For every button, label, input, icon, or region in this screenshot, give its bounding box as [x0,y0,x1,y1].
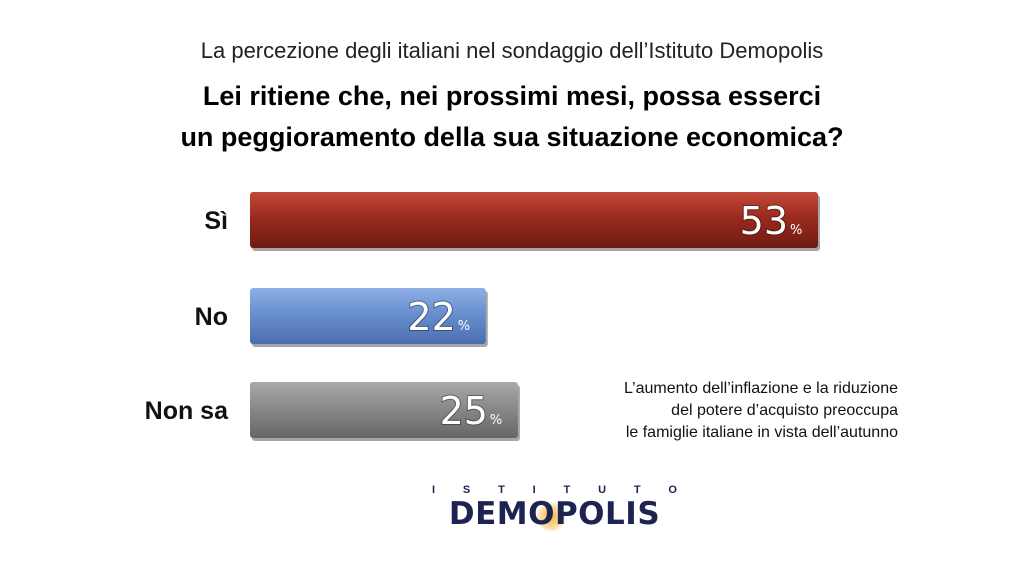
value-unit-label: % [458,319,470,334]
chart-title: Lei ritiene che, nei prossimi mesi, poss… [0,76,1024,158]
logo-top-text: I S T I T U T O [432,484,677,496]
category-label: Sì [204,207,228,235]
note-line-3: le famiglie italiane in vista dell’autun… [625,424,898,441]
value-label: 25 [440,389,488,433]
bar [250,288,486,344]
note-line-1: L’aumento dell’inflazione e la riduzione [624,380,898,397]
bar-group: Sì 53% [204,192,820,251]
bar-group: No 22% [195,288,488,347]
bar [250,192,818,248]
value-unit-label: % [790,223,802,238]
chart-subtitle: La percezione degli italiani nel sondagg… [200,38,824,63]
annotation-note: L’aumento dell’inflazione e la riduzione… [560,378,898,444]
value-unit-label: % [490,413,502,428]
category-label: Non sa [145,397,229,425]
bar [250,382,518,438]
category-label: No [195,303,228,331]
value-label: 22 [407,295,455,339]
bar-group: Non sa 25% [145,382,520,441]
logo-accent-dot [536,502,566,532]
note-line-2: del potere d’acquisto preoccupa [671,402,898,419]
value-label: 53 [740,199,788,243]
logo-wordmark: DEMOPOLIS [448,496,661,532]
demopolis-logo: I S T I T U T O DEMOPOLIS [432,484,677,534]
title-line-2: un peggioramento della sua situazione ec… [180,122,844,152]
title-line-1: Lei ritiene che, nei prossimi mesi, poss… [202,81,822,111]
